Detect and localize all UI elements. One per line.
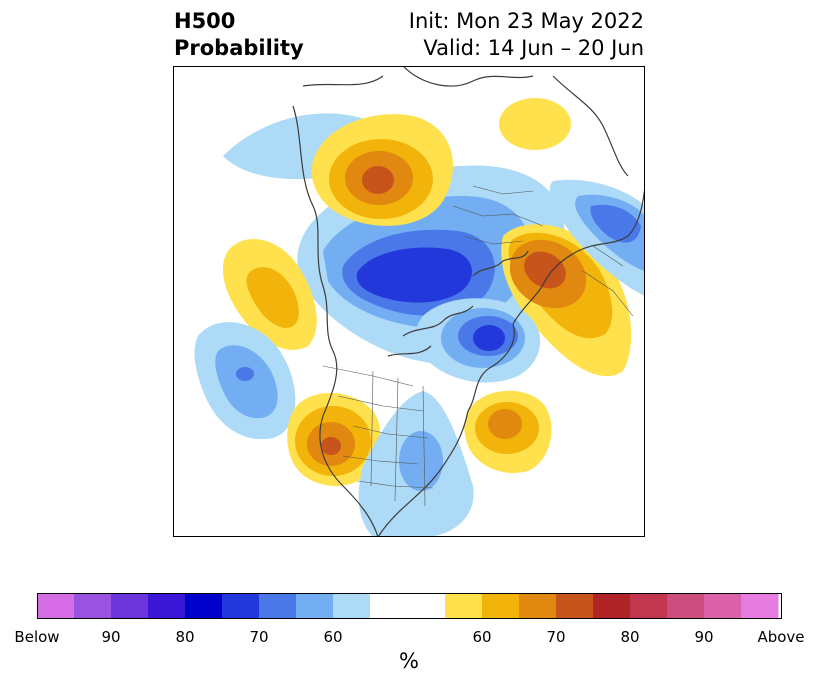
colorbar-cell — [445, 593, 483, 619]
valid-date: Valid: 14 Jun – 20 Jun — [423, 36, 644, 60]
anomaly-east-siberia-high — [499, 98, 571, 150]
colorbar-cell — [630, 593, 668, 619]
colorbar-cell — [741, 593, 779, 619]
colorbar-tick-label: 80 — [620, 628, 640, 646]
colorbar-cell — [370, 593, 446, 619]
anomaly-western-us-high — [287, 392, 381, 486]
colorbar-tick-label: Above — [757, 628, 805, 646]
anomaly-greenland-low — [415, 298, 541, 383]
colorbar-tick-label: 90 — [101, 628, 121, 646]
colorbar-cell — [667, 593, 705, 619]
colorbar-tick-label: 70 — [546, 628, 566, 646]
colorbar-tick-label: Below — [14, 628, 60, 646]
colorbar-tick-label: 90 — [694, 628, 714, 646]
title-line-2: Probability — [174, 36, 304, 60]
colorbar-cell — [704, 593, 742, 619]
colorbar-cell — [556, 593, 594, 619]
probability-map — [173, 66, 645, 537]
colorbar-cell — [296, 593, 334, 619]
colorbar-cell — [482, 593, 520, 619]
colorbar-tick-label: 80 — [175, 628, 195, 646]
chart-title: H500 Probability — [174, 8, 304, 62]
colorbar-cell — [259, 593, 297, 619]
colorbar-cell — [333, 593, 371, 619]
colorbar-cell — [111, 593, 149, 619]
colorbar-tick-label: 60 — [472, 628, 492, 646]
colorbar-cell — [37, 593, 75, 619]
colorbar-cell — [222, 593, 260, 619]
colorbar-cell — [148, 593, 186, 619]
anomaly-alaska-bering-high — [311, 114, 453, 226]
colorbar-cell — [519, 593, 557, 619]
anomaly-east-asia-low — [549, 179, 645, 296]
init-date: Init: Mon 23 May 2022 — [408, 9, 644, 33]
colorbar-tick-label: 60 — [323, 628, 343, 646]
colorbar — [37, 593, 782, 619]
colorbar-tick-label: 70 — [249, 628, 269, 646]
anomaly-northeast-pacific-low — [194, 322, 296, 440]
colorbar-cell — [185, 593, 223, 619]
anomaly-north-atlantic-high — [464, 390, 552, 474]
colorbar-unit-label: % — [399, 649, 419, 673]
coastlines — [292, 66, 645, 537]
colorbar-cell — [74, 593, 112, 619]
title-line-1: H500 — [174, 9, 236, 33]
forecast-dates: Init: Mon 23 May 2022 Valid: 14 Jun – 20… — [409, 8, 644, 62]
anomaly-north-pacific-high — [222, 239, 317, 350]
political-borders — [322, 185, 634, 507]
colorbar-cell — [593, 593, 631, 619]
